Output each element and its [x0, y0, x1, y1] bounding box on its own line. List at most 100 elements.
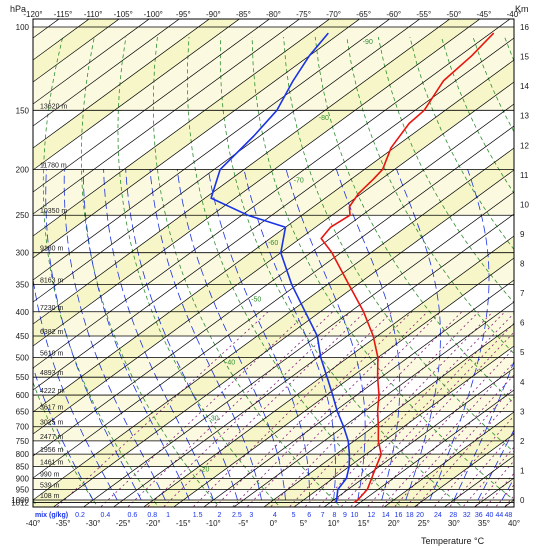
- dry-adiabat: [186, 36, 402, 507]
- pressure-tick-label: 700: [16, 423, 30, 432]
- mixing-ratio-line: [317, 311, 506, 507]
- top-temp-tick-label: -105°: [114, 10, 133, 19]
- isotherm-line: [173, 257, 514, 507]
- plot-frame: [32, 18, 515, 508]
- height-label: 108 m: [40, 493, 60, 500]
- bottom-temp-tick-label: -25°: [116, 519, 131, 528]
- isotherm-line: [33, 19, 421, 303]
- top-temp-tick-label: -80°: [266, 10, 281, 19]
- mixing-ratio-label: 40: [486, 512, 494, 519]
- top-temp-tick-label: -115°: [54, 10, 73, 19]
- pressure-tick-label: 400: [16, 308, 30, 317]
- pressure-tick-label: 1000: [11, 496, 29, 505]
- isotherm-line: [33, 19, 481, 347]
- shaded-band: [33, 60, 514, 435]
- mixing-ratio-label: 16: [395, 512, 403, 519]
- top-temp-tick-label: -110°: [84, 10, 103, 19]
- mixing-ratio-line: [100, 311, 309, 507]
- moist-adiabat: [82, 169, 190, 501]
- height-label: 990 m: [40, 471, 60, 478]
- dry-adiabat: [283, 36, 514, 453]
- mixing-ratio-title: mix (g/kg): [35, 512, 68, 519]
- y2-axis-label: Km: [515, 4, 529, 14]
- km-tick-label: 11: [520, 171, 529, 180]
- top-temp-tick-label: -55°: [416, 10, 431, 19]
- pressure-tick-label: 600: [16, 391, 30, 400]
- pressure-tick-label: 200: [16, 165, 30, 174]
- bottom-temp-tick-label: -5°: [238, 519, 248, 528]
- km-tick-label: 15: [520, 53, 529, 62]
- x-axis-label: Temperature °C: [421, 536, 485, 546]
- isotherm-line: [143, 235, 514, 507]
- mixing-ratio-label: 10: [351, 512, 359, 519]
- mixing-ratio-line: [329, 312, 514, 507]
- bottom-temp-tick-label: 25°: [418, 519, 430, 528]
- pressure-tick-label: 500: [16, 354, 30, 363]
- mixing-ratio-line: [246, 311, 441, 507]
- isotherm-line: [33, 103, 514, 457]
- km-tick-label: 2: [520, 437, 525, 446]
- height-label: 8163 m: [40, 277, 64, 284]
- isotherm-line: [203, 279, 514, 507]
- mixing-ratio-label: 1: [166, 512, 170, 519]
- pressure-tick-label: 650: [16, 408, 30, 417]
- mixing-ratio-label: 36: [475, 512, 483, 519]
- mixing-ratio-line: [381, 361, 514, 507]
- isotherm-line: [33, 19, 331, 237]
- isotherm-line: [52, 169, 514, 507]
- isotherm-line: [33, 37, 514, 391]
- top-temp-tick-label: -120°: [23, 10, 42, 19]
- km-tick-label: 13: [520, 112, 529, 121]
- top-temp-tick-label: -45°: [477, 10, 492, 19]
- km-tick-label: 9: [520, 230, 525, 239]
- mixing-ratio-line: [415, 396, 514, 507]
- isotherm-line: [33, 19, 391, 281]
- bottom-temp-tick-label: 40°: [508, 519, 520, 528]
- pressure-tick-label: 900: [16, 474, 30, 483]
- km-tick-label: 8: [520, 260, 525, 269]
- height-label: 4893 m: [40, 370, 64, 377]
- mixing-ratio-line: [56, 311, 269, 507]
- moist-adiabat: [336, 169, 401, 501]
- km-tick-label: 6: [520, 319, 525, 328]
- isotherm-line: [33, 19, 180, 127]
- isotherm-line: [82, 191, 514, 507]
- mixing-ratio-line: [269, 311, 463, 507]
- isotherm-annotation: -60: [268, 240, 278, 247]
- mixing-ratio-label: 5: [292, 512, 296, 519]
- top-temp-tick-label: -95°: [176, 10, 191, 19]
- mixing-ratio-line: [448, 431, 514, 507]
- km-tick-label: 5: [520, 348, 525, 357]
- top-temp-tick-label: -60°: [386, 10, 401, 19]
- mixing-ratio-label: 0.2: [75, 512, 85, 519]
- axes: 1001502002503003504004505005506006507007…: [11, 10, 529, 528]
- bottom-temp-tick-label: -40°: [26, 519, 41, 528]
- isotherm-line: [33, 19, 210, 149]
- mixing-ratio-line: [162, 311, 366, 507]
- isotherm-line: [33, 19, 301, 215]
- sounding-line: [320, 32, 495, 504]
- bottom-temp-tick-label: -30°: [86, 519, 101, 528]
- height-label: 6382 m: [40, 329, 64, 336]
- top-temp-tick-label: -75°: [296, 10, 311, 19]
- mixing-ratio-label: 7: [321, 512, 325, 519]
- pressure-tick-label: 250: [16, 211, 30, 220]
- pressure-tick-label: 850: [16, 463, 30, 472]
- shaded-temperature-bands: [33, 19, 514, 507]
- isotherm-line: [353, 389, 514, 507]
- height-label: 7230 m: [40, 305, 64, 312]
- isotherm-line: [33, 81, 514, 435]
- bottom-temp-tick-label: 0°: [270, 519, 278, 528]
- height-label: 4222 m: [40, 388, 64, 395]
- mixing-ratio-label: 0.6: [128, 512, 138, 519]
- pressure-tick-label: 450: [16, 332, 30, 341]
- dry-adiabat: [219, 36, 463, 507]
- mixing-ratio-label: 1.5: [193, 512, 203, 519]
- bottom-temp-tick-label: 15°: [358, 519, 370, 528]
- km-tick-label: 14: [520, 82, 529, 91]
- height-label: 5610 m: [40, 351, 64, 358]
- isotherm-line: [33, 19, 511, 369]
- mixing-ratio-line: [127, 311, 333, 507]
- isotherm-annotation: -90: [363, 39, 373, 46]
- mixing-ratio-line: [405, 385, 514, 507]
